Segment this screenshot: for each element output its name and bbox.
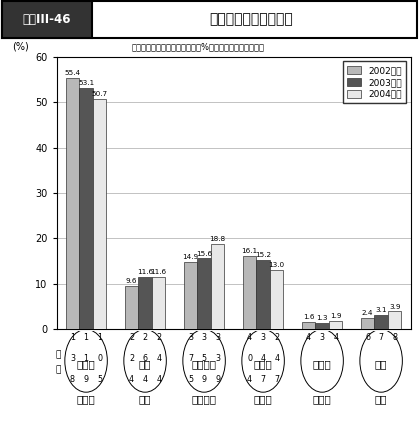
- Bar: [184, 262, 197, 329]
- Bar: [66, 78, 79, 329]
- Text: 中南米: 中南米: [254, 394, 272, 404]
- Text: 16.1: 16.1: [241, 248, 258, 254]
- Text: 6: 6: [142, 354, 147, 363]
- Text: 1: 1: [83, 333, 88, 343]
- Text: 3: 3: [320, 333, 325, 343]
- Text: 2: 2: [142, 333, 147, 343]
- Text: 3: 3: [70, 354, 75, 363]
- Bar: [388, 311, 401, 329]
- Text: 2.4: 2.4: [362, 311, 373, 316]
- Text: 7: 7: [261, 375, 266, 384]
- Text: 7: 7: [274, 375, 279, 384]
- Text: 6: 6: [365, 333, 370, 343]
- Text: 0: 0: [97, 354, 102, 363]
- Text: 1: 1: [70, 333, 75, 343]
- Text: 14.9: 14.9: [182, 254, 199, 260]
- Text: 9: 9: [83, 375, 89, 384]
- Text: 50.7: 50.7: [92, 91, 108, 97]
- Text: 7: 7: [188, 354, 193, 363]
- Bar: [361, 318, 374, 329]
- Text: 中東: 中東: [139, 394, 151, 404]
- Text: 4: 4: [333, 333, 338, 343]
- Text: 7: 7: [378, 333, 384, 343]
- Legend: 2002年度, 2003年度, 2004年度: 2002年度, 2003年度, 2004年度: [343, 62, 406, 103]
- Text: 2: 2: [129, 333, 134, 343]
- Text: 4: 4: [156, 375, 161, 384]
- Text: 1.9: 1.9: [330, 313, 341, 319]
- Text: 3: 3: [188, 333, 193, 343]
- Text: (%): (%): [12, 41, 29, 51]
- Bar: [211, 244, 225, 329]
- Text: 3: 3: [261, 333, 266, 343]
- Bar: [243, 256, 256, 329]
- Text: 5: 5: [188, 375, 193, 384]
- Text: 欧州: 欧州: [375, 394, 387, 404]
- Text: 3.1: 3.1: [375, 307, 387, 313]
- Text: 4: 4: [306, 333, 311, 343]
- Text: 15.6: 15.6: [196, 251, 212, 257]
- Text: 4: 4: [247, 333, 252, 343]
- Text: 1: 1: [97, 333, 102, 343]
- Text: アフリカ: アフリカ: [191, 394, 217, 404]
- Bar: [79, 88, 93, 329]
- Text: 2: 2: [274, 333, 279, 343]
- Bar: [256, 260, 270, 329]
- Text: 数: 数: [56, 365, 61, 374]
- Text: 13.0: 13.0: [269, 262, 285, 268]
- Text: 3.9: 3.9: [389, 304, 401, 310]
- Text: 11.6: 11.6: [150, 269, 167, 275]
- Text: 開発調査の地域別実績: 開発調査の地域別実績: [210, 12, 293, 26]
- Text: 1: 1: [83, 354, 88, 363]
- Text: 53.1: 53.1: [78, 81, 94, 87]
- Text: 4: 4: [247, 375, 252, 384]
- Text: 4: 4: [261, 354, 266, 363]
- Bar: [316, 323, 329, 329]
- Text: 1.3: 1.3: [316, 315, 328, 322]
- Bar: [93, 99, 106, 329]
- Text: 5: 5: [202, 354, 207, 363]
- Bar: [329, 321, 342, 329]
- Text: 大洋州: 大洋州: [313, 394, 331, 404]
- Text: 1.6: 1.6: [303, 314, 314, 320]
- Bar: [374, 315, 388, 329]
- Text: 図表III-46: 図表III-46: [23, 13, 71, 26]
- Bar: [197, 258, 211, 329]
- Text: 4: 4: [142, 375, 147, 384]
- Text: 3: 3: [215, 354, 220, 363]
- Bar: [125, 286, 138, 329]
- Bar: [2, 1, 92, 38]
- Text: 4: 4: [156, 354, 161, 363]
- Text: 3: 3: [202, 333, 207, 343]
- Text: 地域別実施件数（件数ベース、%は全件数に対する割合）: 地域別実施件数（件数ベース、%は全件数に対する割合）: [132, 43, 265, 51]
- Text: 5: 5: [97, 375, 102, 384]
- Text: 2: 2: [129, 354, 134, 363]
- Text: 8: 8: [70, 375, 75, 384]
- Text: 3: 3: [215, 333, 220, 343]
- Text: 4: 4: [129, 375, 134, 384]
- Text: 18.8: 18.8: [210, 236, 226, 242]
- Text: 55.4: 55.4: [65, 70, 80, 76]
- Text: 4: 4: [274, 354, 279, 363]
- Bar: [270, 270, 284, 329]
- Text: 9: 9: [202, 375, 207, 384]
- Bar: [302, 322, 316, 329]
- Text: 2: 2: [156, 333, 161, 343]
- Text: 8: 8: [392, 333, 397, 343]
- Text: 9.6: 9.6: [126, 278, 137, 284]
- Text: 0: 0: [247, 354, 252, 363]
- Text: アジア: アジア: [77, 394, 96, 404]
- Text: 9: 9: [215, 375, 220, 384]
- Text: 11.6: 11.6: [137, 269, 153, 275]
- Bar: [152, 276, 166, 329]
- Bar: [138, 276, 152, 329]
- Text: 件: 件: [56, 350, 61, 360]
- Text: 15.2: 15.2: [255, 252, 271, 258]
